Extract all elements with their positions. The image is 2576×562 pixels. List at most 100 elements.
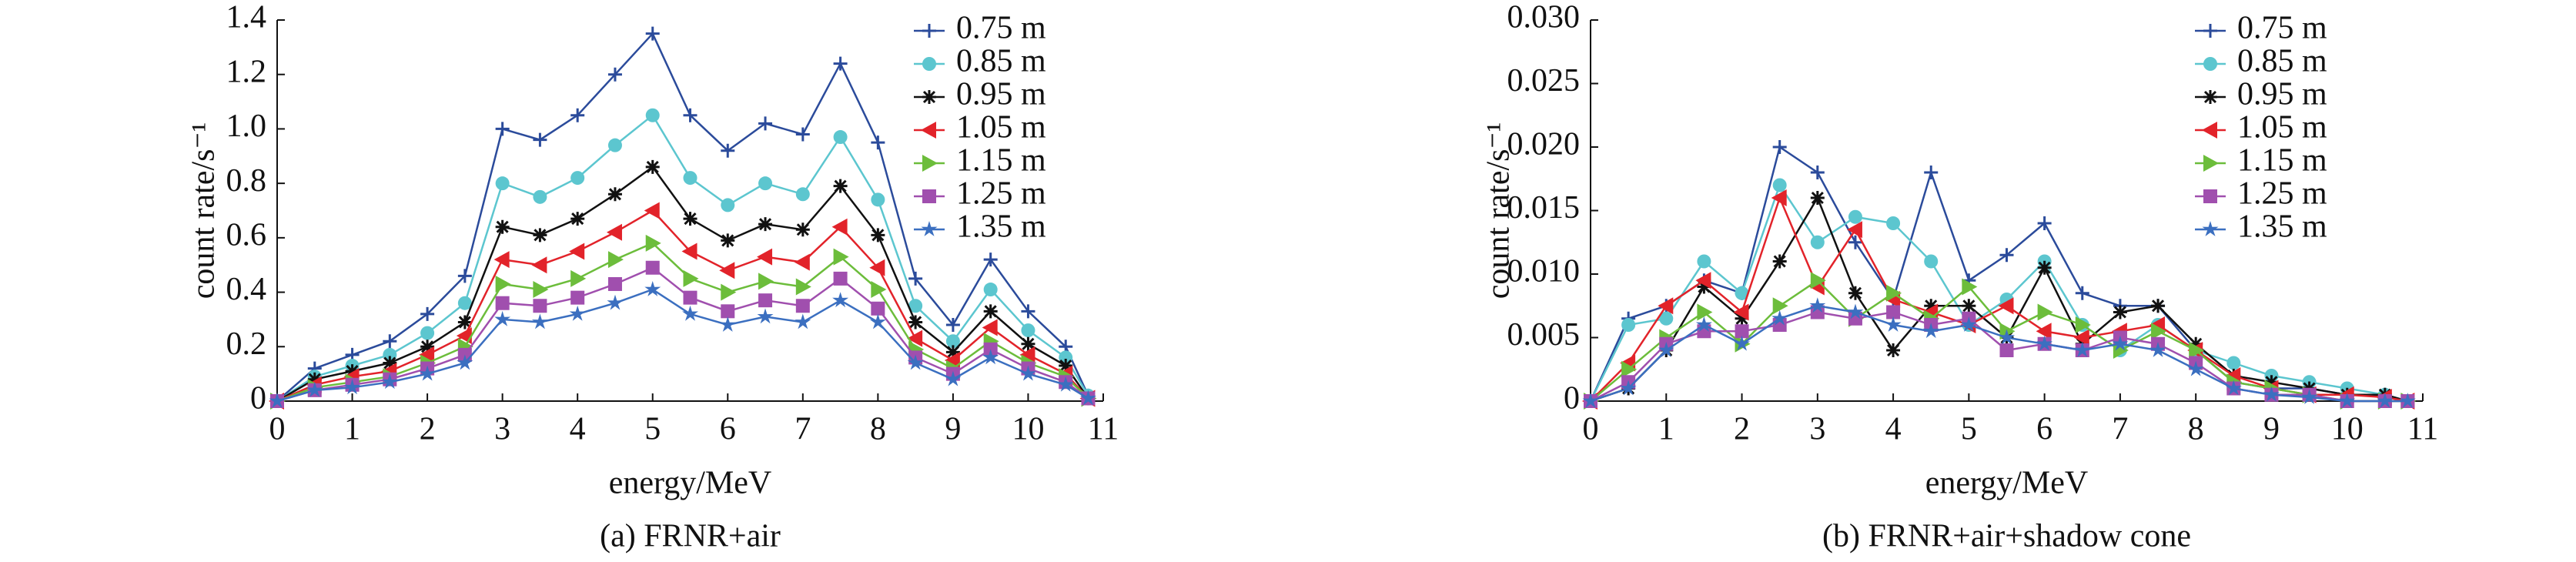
legend-entry: 0.85 m [2195,44,2327,79]
marker [945,318,960,332]
marker [757,248,773,266]
marker [344,379,360,395]
marker [871,281,887,299]
marker [795,278,811,296]
legend-label: 0.85 m [2237,44,2327,79]
marker [1886,284,1902,302]
y-axis-label: count rate/s⁻¹ [1481,122,1517,299]
marker [1658,342,1674,357]
marker [1771,189,1787,206]
marker [1021,304,1035,319]
marker [2263,386,2280,402]
marker [1962,278,1978,296]
marker [495,296,510,310]
marker [871,192,885,207]
marker [982,349,999,365]
marker [1735,311,1749,326]
marker [383,334,397,349]
marker [269,393,286,408]
y-tick-label: 0.6 [226,217,267,253]
legend-marker [2203,24,2217,38]
marker [2036,335,2053,351]
legend-entry: 0.95 m [2195,77,2327,112]
x-tick-label: 11 [2407,412,2438,447]
marker [495,176,510,191]
legend-entry: 0.75 m [2195,11,2327,46]
marker [607,187,622,202]
marker [833,130,848,145]
legend-entry: 0.75 m [914,11,1046,46]
x-tick-label: 8 [2188,412,2204,447]
marker [1999,248,2014,263]
marker [908,271,923,286]
marker [644,202,660,219]
marker [606,223,622,241]
marker [645,159,660,174]
marker [833,271,848,286]
marker [982,319,998,336]
marker [908,299,923,313]
legend-marker [2203,189,2217,203]
marker [2377,393,2394,408]
marker [644,281,661,296]
marker [1697,279,1711,294]
marker [795,127,810,142]
marker [871,228,885,243]
x-tick-label: 0 [269,412,286,447]
marker [758,217,773,232]
marker [1772,254,1787,269]
legend-entry: 0.85 m [914,44,1046,79]
marker [1772,140,1787,154]
legend-label: 1.35 m [956,209,1046,245]
marker [2037,260,2052,275]
marker [833,56,848,71]
marker [570,269,587,287]
marker [2189,336,2203,351]
marker [607,294,624,310]
x-tick-label: 9 [945,412,961,447]
marker [833,248,849,266]
legend-entry: 1.15 m [914,143,1046,179]
y-tick-label: 0.005 [1507,317,1581,353]
marker [908,315,923,330]
marker [794,253,810,271]
legend-label: 0.95 m [956,77,1046,112]
marker [1080,390,1096,406]
legend-label: 1.35 m [2237,209,2327,245]
marker [570,212,585,226]
marker [683,290,698,305]
marker [457,315,472,330]
marker [2112,335,2129,351]
marker [307,372,322,386]
marker [1847,303,1864,319]
marker [1735,286,1749,300]
x-tick-label: 10 [1012,412,1044,447]
marker [1621,318,1636,332]
marker [2301,389,2318,404]
marker [983,283,998,297]
marker [721,143,735,158]
marker [1810,272,1826,289]
marker [495,122,510,136]
marker [569,243,585,260]
caption: (a) FRNR+air [600,519,781,554]
legend-entry: 1.15 m [2195,143,2327,179]
marker [983,253,998,267]
caption: (b) FRNR+air+shadow cone [1822,519,2191,554]
x-axis-label: energy/MeV [609,466,772,501]
marker [1021,323,1035,338]
y-tick-label: 0 [1564,381,1580,416]
marker [2151,299,2166,313]
marker [533,189,547,204]
marker [2074,342,2091,357]
legend-label: 1.15 m [2237,143,2327,179]
legend-marker [2203,90,2217,104]
marker [531,256,547,274]
x-tick-label: 3 [494,412,510,447]
marker [2075,316,2091,333]
y-tick-label: 1.0 [226,109,267,144]
marker [1059,359,1073,373]
marker [2149,342,2166,357]
legend-label: 1.15 m [956,143,1046,179]
legend-entry: 1.25 m [914,176,1046,212]
